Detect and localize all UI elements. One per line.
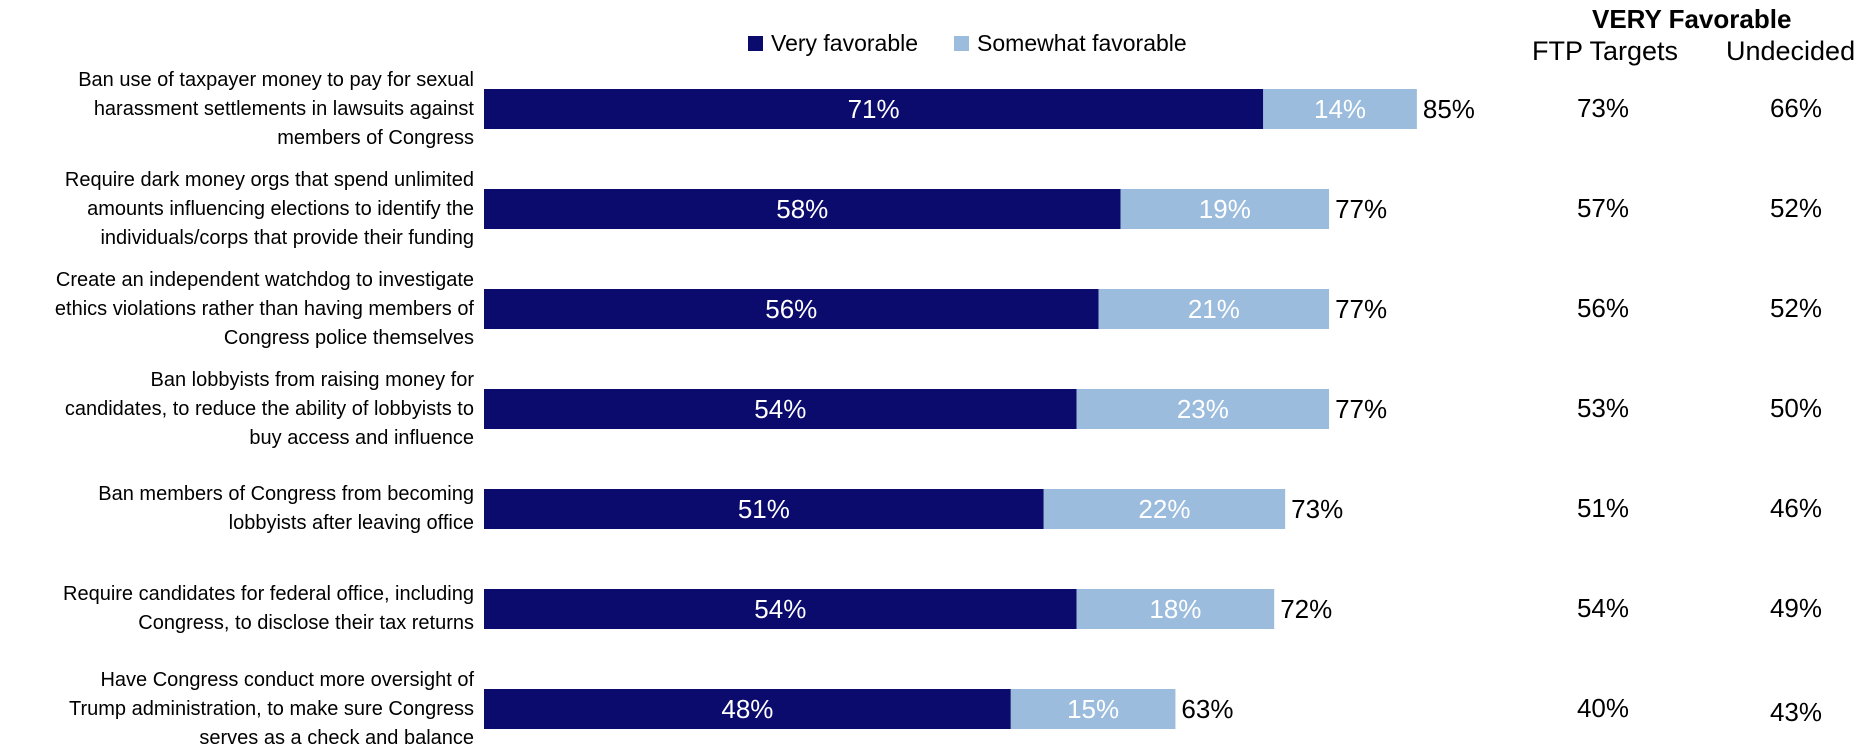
legend-item-very-favorable: Very favorable <box>748 30 918 57</box>
side-value-undecided: 50% <box>1769 393 1823 423</box>
category-label-line: Ban lobbyists from raising money for <box>150 368 474 391</box>
category-label-line: Ban members of Congress from becoming <box>98 483 474 505</box>
bar-very-favorable <box>484 89 1264 129</box>
category-label: Require candidates for federal office, i… <box>4 580 474 638</box>
side-value-undecided: 52% <box>1769 193 1823 223</box>
category-label-line: Have Congress conduct more oversight of <box>100 668 474 691</box>
category-label: Ban use of taxpayer money to pay for sex… <box>4 66 474 153</box>
bar-very-favorable <box>484 389 1077 429</box>
side-value-undecided: 43% <box>1769 697 1823 727</box>
category-label-line: Ban use of taxpayer money to pay for sex… <box>78 68 474 91</box>
side-value-ftp-targets: 57% <box>1576 193 1630 223</box>
data-label-somewhat-favorable: 23% <box>1177 394 1229 424</box>
data-label-somewhat-favorable: 22% <box>1138 494 1190 524</box>
data-label-somewhat-favorable: 14% <box>1314 94 1366 124</box>
side-value-undecided: 66% <box>1769 93 1823 123</box>
bar-somewhat-favorable <box>1010 689 1176 729</box>
data-label-very-favorable: 51% <box>738 494 790 524</box>
data-label-somewhat-favorable: 18% <box>1149 594 1201 624</box>
category-label-line: Congress, to disclose their tax returns <box>138 612 474 634</box>
category-label: Have Congress conduct more oversight of T… <box>4 666 474 753</box>
legend-item-somewhat-favorable: Somewhat favorable <box>954 30 1187 57</box>
category-label-line: buy access and influence <box>249 426 474 449</box>
side-value-ftp-targets: 53% <box>1576 393 1630 423</box>
category-label-line: individuals/corps that provide their fun… <box>100 226 474 249</box>
side-value-ftp-targets: 56% <box>1576 293 1630 323</box>
category-label-line: Congress police themselves <box>223 326 474 349</box>
side-value-ftp-targets: 54% <box>1576 593 1630 623</box>
data-label-very-favorable: 54% <box>754 594 806 624</box>
total-label: 72% <box>1280 594 1332 624</box>
side-column-header-ftp-targets: FTP Targets <box>1532 36 1679 66</box>
bar-somewhat-favorable <box>1120 189 1330 229</box>
bar-somewhat-favorable <box>1076 589 1275 629</box>
data-label-very-favorable: 71% <box>848 94 900 124</box>
bar-somewhat-favorable <box>1076 389 1330 429</box>
bar-somewhat-favorable <box>1098 289 1330 329</box>
data-label-very-favorable: 54% <box>754 394 806 424</box>
total-label: 73% <box>1291 494 1343 524</box>
bar-somewhat-favorable <box>1043 489 1286 529</box>
category-label-line: harassment settlements in lawsuits again… <box>93 97 474 120</box>
legend-swatch-very-favorable <box>748 36 763 51</box>
total-label: 63% <box>1181 694 1233 724</box>
bar-very-favorable <box>484 489 1044 529</box>
side-value-undecided: 46% <box>1769 493 1823 523</box>
side-value-undecided: 49% <box>1769 593 1823 623</box>
data-label-very-favorable: 56% <box>765 294 817 324</box>
side-table-title: VERY Favorable <box>1592 4 1792 34</box>
total-label: 85% <box>1423 94 1475 124</box>
category-label: Ban lobbyists from raising money for cand… <box>4 366 474 453</box>
legend: Very favorable Somewhat favorable <box>748 30 1187 57</box>
category-label-line: serves as a check and balance <box>199 726 474 749</box>
data-label-somewhat-favorable: 19% <box>1199 194 1251 224</box>
category-label-line: amounts influencing elections to identif… <box>87 197 474 220</box>
data-label-somewhat-favorable: 15% <box>1067 694 1119 724</box>
legend-swatch-somewhat-favorable <box>954 36 970 51</box>
total-label: 77% <box>1335 194 1387 224</box>
side-value-ftp-targets: 51% <box>1576 493 1630 523</box>
data-label-very-favorable: 48% <box>721 694 773 724</box>
bar-very-favorable <box>484 289 1099 329</box>
category-label-line: lobbyists after leaving office <box>228 512 474 534</box>
data-label-somewhat-favorable: 21% <box>1188 294 1240 324</box>
bar-very-favorable <box>484 689 1011 729</box>
side-column-header-undecided: Undecided <box>1726 36 1856 66</box>
bar-very-favorable <box>484 589 1077 629</box>
category-label-line: members of Congress <box>277 126 474 149</box>
bar-somewhat-favorable <box>1263 89 1417 129</box>
total-label: 77% <box>1335 294 1387 324</box>
data-label-very-favorable: 58% <box>776 194 828 224</box>
category-label: Ban members of Congress from becoming lob… <box>4 480 474 538</box>
legend-label-somewhat-favorable: Somewhat favorable <box>977 30 1187 56</box>
side-value-ftp-targets: 73% <box>1576 93 1630 123</box>
category-label: Require dark money orgs that spend unlim… <box>4 166 474 253</box>
side-value-undecided: 52% <box>1769 293 1823 323</box>
category-label-line: Create an independent watchdog to invest… <box>55 268 474 291</box>
category-label-line: Require candidates for federal office, i… <box>63 583 474 605</box>
category-label: Create an independent watchdog to invest… <box>4 266 474 353</box>
category-label-line: ethics violations rather than having mem… <box>54 297 474 320</box>
total-label: 77% <box>1335 394 1387 424</box>
bar-very-favorable <box>484 189 1121 229</box>
legend-label-very-favorable: Very favorable <box>771 30 919 56</box>
category-label-line: candidates, to reduce the ability of lob… <box>64 397 474 420</box>
category-label-line: Trump administration, to make sure Congr… <box>69 697 474 720</box>
side-value-ftp-targets: 40% <box>1576 693 1630 723</box>
category-label-line: Require dark money orgs that spend unlim… <box>64 168 474 191</box>
